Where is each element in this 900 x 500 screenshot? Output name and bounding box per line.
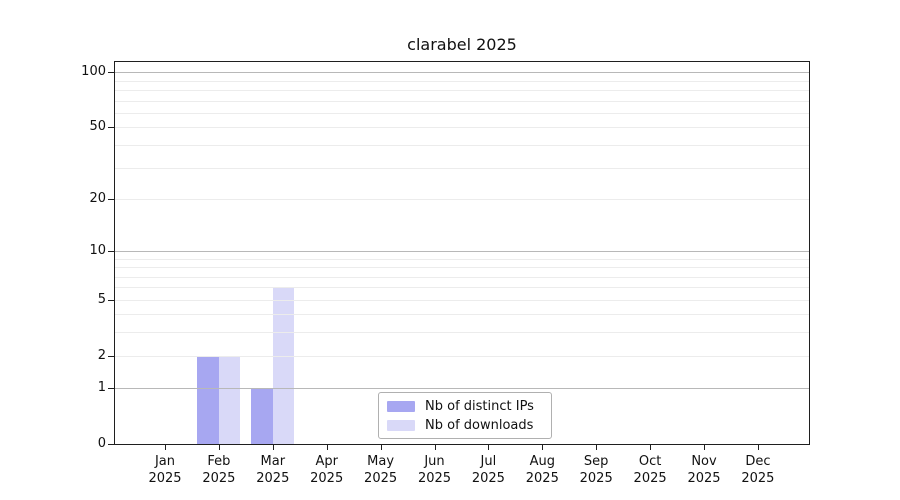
x-tick-mark [380, 445, 382, 450]
x-tick-mark [704, 445, 705, 450]
x-tick-label-aug: Aug 2025 [512, 453, 572, 487]
x-tick-label-may: May 2025 [351, 453, 411, 487]
x-tick-label-dec: Dec 2025 [728, 453, 788, 487]
x-tick-year: 2025 [471, 471, 505, 486]
gridline-minor [115, 355, 809, 357]
y-tick-mark [108, 299, 114, 301]
x-tick-month: Aug [529, 454, 555, 469]
x-tick-mark [650, 445, 652, 450]
gridline-minor [115, 80, 809, 82]
x-tick-mark [165, 445, 166, 450]
legend-label-downloads: Nb of downloads [425, 418, 534, 433]
x-tick-year: 2025 [741, 471, 775, 486]
gridline-minor [115, 127, 809, 129]
x-tick-mark [272, 445, 274, 450]
y-tick-label: 2 [97, 347, 106, 363]
y-tick-label: 10 [89, 242, 106, 258]
gridline-minor [115, 258, 809, 260]
legend: Nb of distinct IPs Nb of downloads [378, 392, 552, 439]
y-tick-label: 100 [81, 64, 106, 80]
x-tick-label-feb: Feb 2025 [189, 453, 249, 487]
gridline-minor [115, 145, 809, 147]
x-tick-year: 2025 [417, 471, 452, 486]
x-tick-year: 2025 [364, 471, 398, 486]
y-tick-mark [108, 388, 114, 390]
y-tick-label: 0 [97, 436, 106, 451]
gridline-minor [115, 299, 809, 301]
x-tick-year: 2025 [310, 471, 344, 486]
plot-area [114, 61, 810, 445]
gridline-minor [115, 90, 809, 92]
y-tick-mark [108, 444, 114, 445]
legend-swatch-downloads [387, 420, 415, 431]
gridline-minor [115, 314, 809, 316]
y-tick-mark [108, 127, 114, 129]
x-tick-label-apr: Apr 2025 [297, 453, 357, 487]
bar-distinct-ips-mar [251, 388, 273, 444]
x-tick-month: Feb [207, 454, 231, 469]
bar-downloads-mar [272, 287, 295, 444]
x-tick-month: Mar [260, 454, 286, 469]
y-tick-mark [108, 355, 114, 357]
y-tick-label: 1 [97, 380, 106, 396]
chart-title: clarabel 2025 [407, 35, 517, 54]
gridline-minor [115, 287, 809, 289]
legend-swatch-distinct-ips [387, 401, 415, 412]
x-tick-year: 2025 [579, 471, 613, 486]
gridline-minor [115, 332, 809, 334]
gridline-minor [115, 198, 809, 200]
x-tick-label-nov: Nov 2025 [674, 453, 734, 487]
x-tick-mark [326, 445, 328, 450]
y-tick-mark [108, 250, 114, 252]
x-tick-mark [434, 445, 436, 450]
gridline-minor [115, 113, 809, 115]
x-tick-mark [542, 445, 544, 450]
gridline-major [115, 388, 809, 390]
bar-distinct-ips-feb [197, 355, 219, 444]
x-tick-mark [488, 445, 490, 450]
y-tick-label: 50 [89, 119, 106, 135]
x-tick-mark [757, 445, 759, 450]
x-tick-year: 2025 [256, 471, 290, 486]
x-tick-month: Jul [480, 454, 497, 469]
x-tick-month: Apr [315, 454, 338, 469]
y-tick-mark [108, 198, 114, 200]
gridline-minor [115, 276, 809, 278]
legend-row-downloads: Nb of downloads [387, 418, 543, 433]
gridline-major [115, 250, 809, 252]
y-tick-label: 20 [89, 190, 106, 206]
x-tick-label-sep: Sep 2025 [566, 453, 626, 487]
x-tick-label-mar: Mar 2025 [243, 453, 303, 487]
legend-label-distinct-ips: Nb of distinct IPs [425, 399, 534, 414]
y-tick-mark [108, 72, 114, 74]
y-tick-label: 5 [97, 291, 106, 307]
x-tick-label-jun: Jun 2025 [405, 453, 465, 487]
legend-row-distinct-ips: Nb of distinct IPs [387, 399, 543, 414]
x-tick-label-jul: Jul 2025 [458, 453, 518, 487]
gridline-minor [115, 100, 809, 102]
x-tick-month: May [367, 454, 395, 469]
x-tick-year: 2025 [687, 471, 721, 486]
x-tick-month: Jan [154, 454, 176, 469]
x-tick-month: Jun [424, 454, 445, 469]
x-tick-mark [596, 445, 598, 450]
x-tick-month: Dec [745, 454, 771, 469]
x-tick-year: 2025 [525, 471, 559, 486]
x-tick-month: Sep [583, 454, 609, 469]
x-tick-year: 2025 [202, 471, 236, 486]
x-tick-month: Oct [638, 454, 662, 469]
x-tick-mark [218, 445, 220, 450]
x-tick-label-oct: Oct 2025 [620, 453, 680, 487]
x-tick-year: 2025 [148, 471, 182, 486]
gridline-minor [115, 167, 809, 169]
bar-downloads-feb [218, 355, 241, 444]
x-tick-label-jan: Jan 2025 [135, 453, 195, 487]
gridline-major [115, 72, 809, 74]
x-tick-month: Nov [691, 454, 717, 469]
gridline-minor [115, 267, 809, 269]
x-tick-year: 2025 [633, 471, 667, 486]
